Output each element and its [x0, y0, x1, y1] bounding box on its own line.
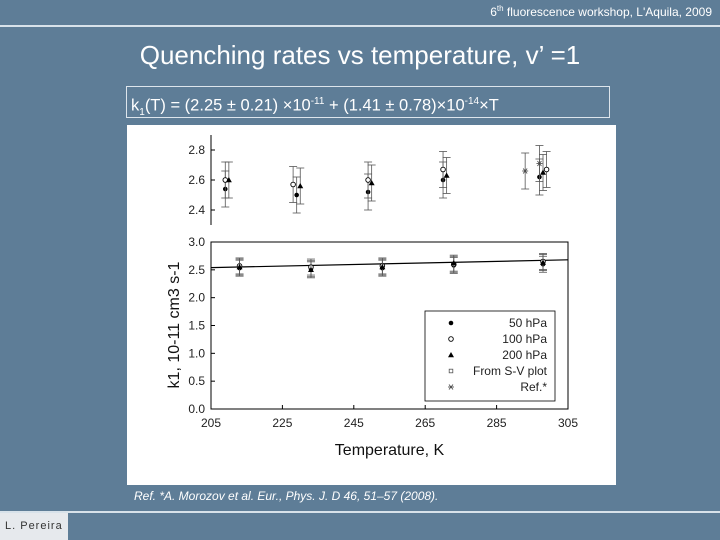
lower-y-tick-label: 2.0 — [188, 291, 205, 305]
fit-line — [210, 259, 569, 269]
legend-box — [424, 310, 556, 402]
lower-y-tick-label: 0.0 — [188, 402, 205, 416]
y-axis-title: k1, 10-11 cm3 s-1 — [166, 261, 183, 388]
legend-marker — [448, 320, 454, 326]
lower-y-tick-label: 0.5 — [188, 374, 205, 388]
upper-data-point — [440, 166, 446, 173]
asterisk-stroke — [448, 384, 454, 390]
upper-y-tick-label: 2.6 — [188, 173, 205, 187]
axis-titles: Temperature, K k1, 10-11 cm3 s-1 — [166, 261, 445, 459]
x-axis-title: Temperature, K — [335, 442, 445, 459]
upper-data-point — [297, 183, 304, 189]
legend-marker — [448, 368, 454, 374]
upper-data-point — [294, 192, 299, 198]
upper-y-tick-label: 2.8 — [188, 143, 205, 157]
author-footer: L. Pereira — [0, 513, 68, 540]
chart-legend: 50 hPa 100 hPa 200 hPa From S-V plot Ref.* — [424, 310, 556, 402]
footer-divider — [0, 511, 720, 513]
lower-y-tick-label: 1.0 — [188, 346, 205, 360]
workshop-header: 6th fluorescence workshop, L'Aquila, 200… — [490, 4, 712, 19]
upper-data-point — [365, 177, 371, 183]
legend-label: 50 hPa — [509, 316, 547, 330]
upper-data-point — [536, 160, 543, 167]
lower-data-point — [450, 260, 457, 266]
upper-data-point — [443, 172, 450, 178]
fit-formula: k1(T) = (2.25 ± 0.21) ×10-11 + (1.41 ± 0… — [126, 86, 610, 118]
reference-note: Ref. *A. Morozov et al. Eur., Phys. J. D… — [134, 489, 439, 503]
header-divider — [0, 25, 720, 27]
author-name: L. Pereira — [5, 520, 63, 532]
x-tick-label: 245 — [344, 416, 364, 430]
legend-label: Ref.* — [520, 380, 547, 394]
legend-marker — [448, 384, 454, 390]
x-tick-label: 285 — [487, 416, 507, 430]
x-tick-label: 225 — [272, 416, 292, 430]
lower-y-tick-label: 3.0 — [188, 235, 205, 249]
legend-marker — [448, 352, 454, 358]
lower-panel: 0.0 0.5 1.0 1.5 2.0 2.5 3.0 205 225 245 265 285 305 — [188, 235, 578, 430]
upper-data-point — [368, 180, 375, 186]
x-tick-label: 265 — [415, 416, 435, 430]
chart-panel: 2.4 2.6 2.8 0.0 0.5 1.0 1.5 2.0 2.5 3.0 205 225 245… — [127, 125, 616, 485]
upper-data-point — [290, 181, 296, 188]
lower-data-point — [540, 259, 547, 265]
lower-data-point — [236, 264, 243, 270]
upper-y-tick-label: 2.4 — [188, 203, 205, 217]
x-tick-label: 305 — [558, 416, 578, 430]
legend-label: From S-V plot — [473, 364, 548, 378]
legend-label: 200 hPa — [502, 348, 547, 362]
lower-data-point — [307, 266, 314, 273]
asterisk-stroke — [537, 160, 542, 167]
upper-data-point — [225, 177, 232, 183]
lower-y-tick-label: 2.5 — [188, 263, 205, 277]
upper-data-point — [540, 169, 547, 175]
upper-data-point — [522, 168, 529, 174]
upper-panel: 2.4 2.6 2.8 — [188, 135, 551, 225]
x-tick-label: 205 — [201, 416, 221, 430]
slide-title: Quenching rates vs temperature, v’ =1 — [139, 40, 581, 70]
upper-data-point — [543, 166, 550, 173]
lower-y-tick-label: 1.5 — [188, 319, 205, 333]
asterisk-stroke — [522, 168, 528, 174]
quenching-rate-chart: 2.4 2.6 2.8 0.0 0.5 1.0 1.5 2.0 2.5 3.0 205 225 245… — [166, 135, 578, 459]
legend-marker — [448, 336, 454, 342]
lower-data-point — [379, 264, 386, 270]
legend-label: 100 hPa — [502, 332, 547, 346]
